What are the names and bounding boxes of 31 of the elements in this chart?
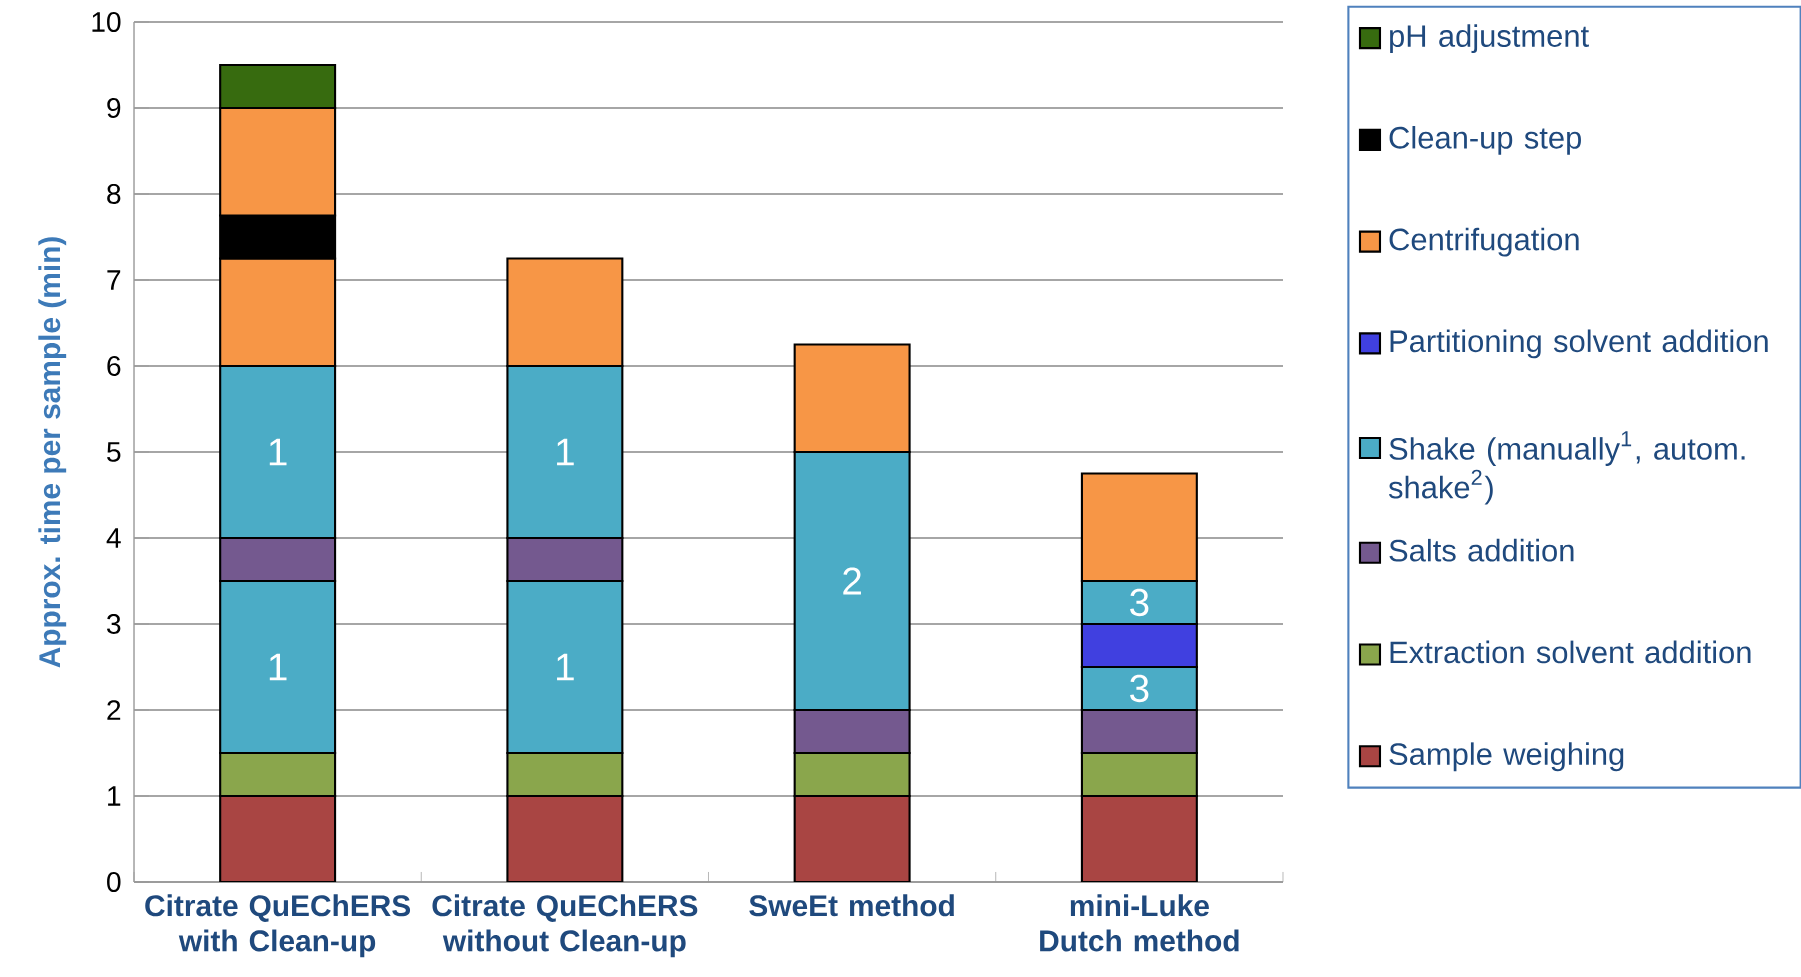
legend-label: Centrifugation [1389, 227, 1579, 257]
y-tick-label: 9 [107, 98, 121, 118]
legend-label: Clean-up step [1389, 126, 1581, 155]
y-tick-label: 5 [107, 442, 121, 462]
x-tick-label: SweEt method [749, 894, 954, 917]
x-tick-label: Citrate QuEChERS without Clean-up [432, 894, 698, 958]
legend-label: Extraction solvent addition [1390, 640, 1751, 664]
y-tick-label: 7 [107, 270, 121, 290]
annotation: 1 [269, 438, 287, 466]
y-axis-title: Approx. time per sample (min) [38, 237, 67, 668]
y-tick-label: 3 [107, 614, 121, 634]
legend-label: Salts addition [1389, 538, 1574, 562]
annotation: 3 [1130, 588, 1149, 617]
annotation: 1 [557, 653, 574, 681]
annotation: 2 [843, 567, 861, 595]
y-tick-label: 0 [107, 872, 121, 892]
y-tick-label: 8 [107, 184, 121, 204]
y-tick-label: 10 [92, 12, 121, 32]
y-tick-label: 6 [107, 356, 121, 376]
x-tick-label: mini-Luke Dutch method [1040, 894, 1239, 952]
legend-label: pH adjustment [1390, 24, 1589, 54]
legend-label: Sample weighing [1389, 742, 1624, 772]
legend-label: Partitioning solvent addition [1390, 329, 1768, 359]
y-tick-label: 1 [108, 786, 121, 806]
x-tick-label: Citrate QuEChERS with Clean-up [145, 894, 411, 958]
text: Shake (manually$^{1}$, autom. shake$^{2}$) [1388, 431, 1745, 505]
annotation: 1 [269, 653, 287, 681]
annotation: 3 [1130, 674, 1149, 703]
y-tick-label: 4 [106, 528, 121, 548]
annotation: 1 [557, 438, 574, 466]
y-tick-label: 2 [107, 700, 121, 720]
